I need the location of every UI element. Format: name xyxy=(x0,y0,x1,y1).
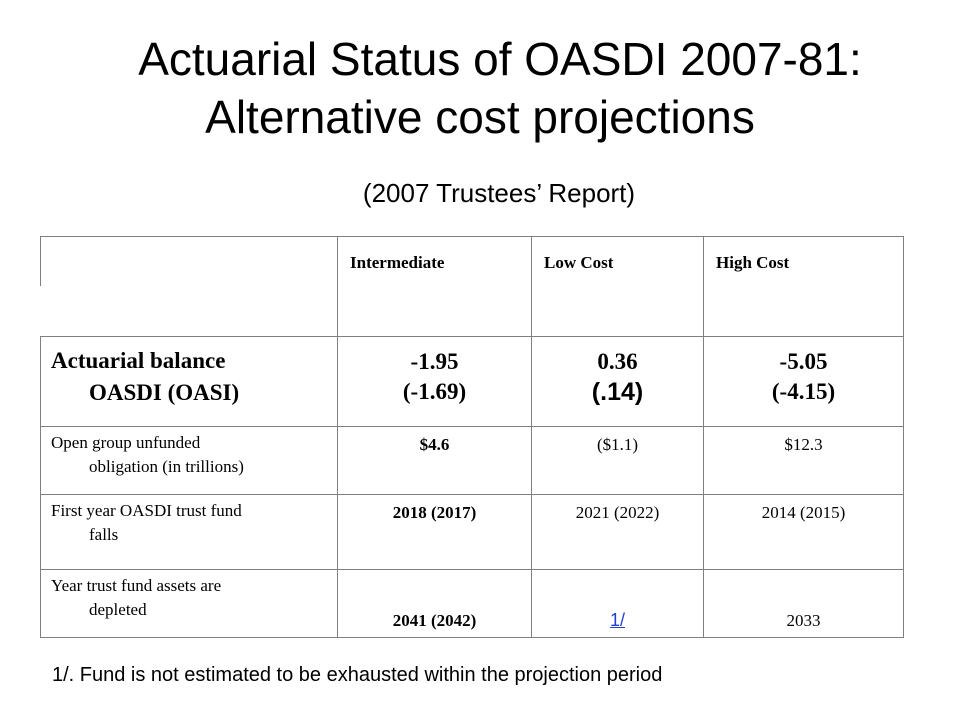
cell-low-cost: 2021 (2022) xyxy=(531,494,704,570)
cell-intermediate: -1.95 (-1.69) xyxy=(337,336,532,427)
cell-high-cost: 2033 xyxy=(703,569,904,638)
slide-title: Actuarial Status of OASDI 2007-81: Alter… xyxy=(0,30,960,146)
header-corner-cell xyxy=(40,236,338,337)
header-intermediate: Intermediate xyxy=(337,236,532,337)
row-label-actuarial-balance: Actuarial balance OASDI (OASI) xyxy=(40,336,338,427)
cell-main-value: 0.36 xyxy=(597,349,638,374)
row-label-first-year-falls: First year OASDI trust fund falls xyxy=(40,494,338,570)
cell-low-cost: 0.36 (.14) xyxy=(531,336,704,427)
cell-main-value: -1.95 xyxy=(410,349,459,374)
table-row: Open group unfunded obligation (in trill… xyxy=(40,426,904,495)
title-line-1: Actuarial Status of OASDI 2007-81: xyxy=(138,33,862,85)
row-label-line-1: Year trust fund assets are xyxy=(51,576,222,595)
row-label-line-2: obligation (in trillions) xyxy=(89,457,244,476)
cell-intermediate: 2041 (2042) xyxy=(337,569,532,638)
footnote: 1/. Fund is not estimated to be exhauste… xyxy=(52,664,663,686)
cell-high-cost: $12.3 xyxy=(703,426,904,495)
cell-low-cost: ($1.1) xyxy=(531,426,704,495)
title-line-2: Alternative cost projections xyxy=(205,91,755,143)
corner-divider xyxy=(40,236,41,286)
cell-sub-value: (-4.15) xyxy=(771,379,836,404)
table-header-row: Intermediate Low Cost High Cost xyxy=(40,236,904,337)
header-low-cost: Low Cost xyxy=(531,236,704,337)
header-high-cost: High Cost xyxy=(703,236,904,337)
table-row: First year OASDI trust fund falls 2018 (… xyxy=(40,494,904,570)
row-label-line-2: OASDI (OASI) xyxy=(89,380,240,405)
cell-high-cost: 2014 (2015) xyxy=(703,494,904,570)
cell-low-cost: 1/ xyxy=(531,569,704,638)
row-label-unfunded-obligation: Open group unfunded obligation (in trill… xyxy=(40,426,338,495)
table-row: Actuarial balance OASDI (OASI) -1.95 (-1… xyxy=(40,336,904,427)
row-label-year-depleted: Year trust fund assets are depleted xyxy=(40,569,338,638)
table-row: Year trust fund assets are depleted 2041… xyxy=(40,569,904,638)
cell-main-value: -5.05 xyxy=(779,349,828,374)
cell-intermediate: 2018 (2017) xyxy=(337,494,532,570)
cell-intermediate: $4.6 xyxy=(337,426,532,495)
footnote-link[interactable]: 1/ xyxy=(609,610,625,630)
subtitle: (2007 Trustees’ Report) xyxy=(362,178,636,208)
cell-sub-value: (-1.69) xyxy=(402,379,467,404)
row-label-line-1: First year OASDI trust fund xyxy=(51,501,242,520)
row-label-line-1: Actuarial balance xyxy=(51,348,226,373)
cell-high-cost: -5.05 (-4.15) xyxy=(703,336,904,427)
row-label-line-2: falls xyxy=(89,525,119,544)
row-label-line-2: depleted xyxy=(89,600,147,619)
projections-table: Intermediate Low Cost High Cost Actuaria… xyxy=(40,236,904,638)
row-label-line-1: Open group unfunded xyxy=(51,433,201,452)
cell-sub-value: (.14) xyxy=(591,378,644,406)
